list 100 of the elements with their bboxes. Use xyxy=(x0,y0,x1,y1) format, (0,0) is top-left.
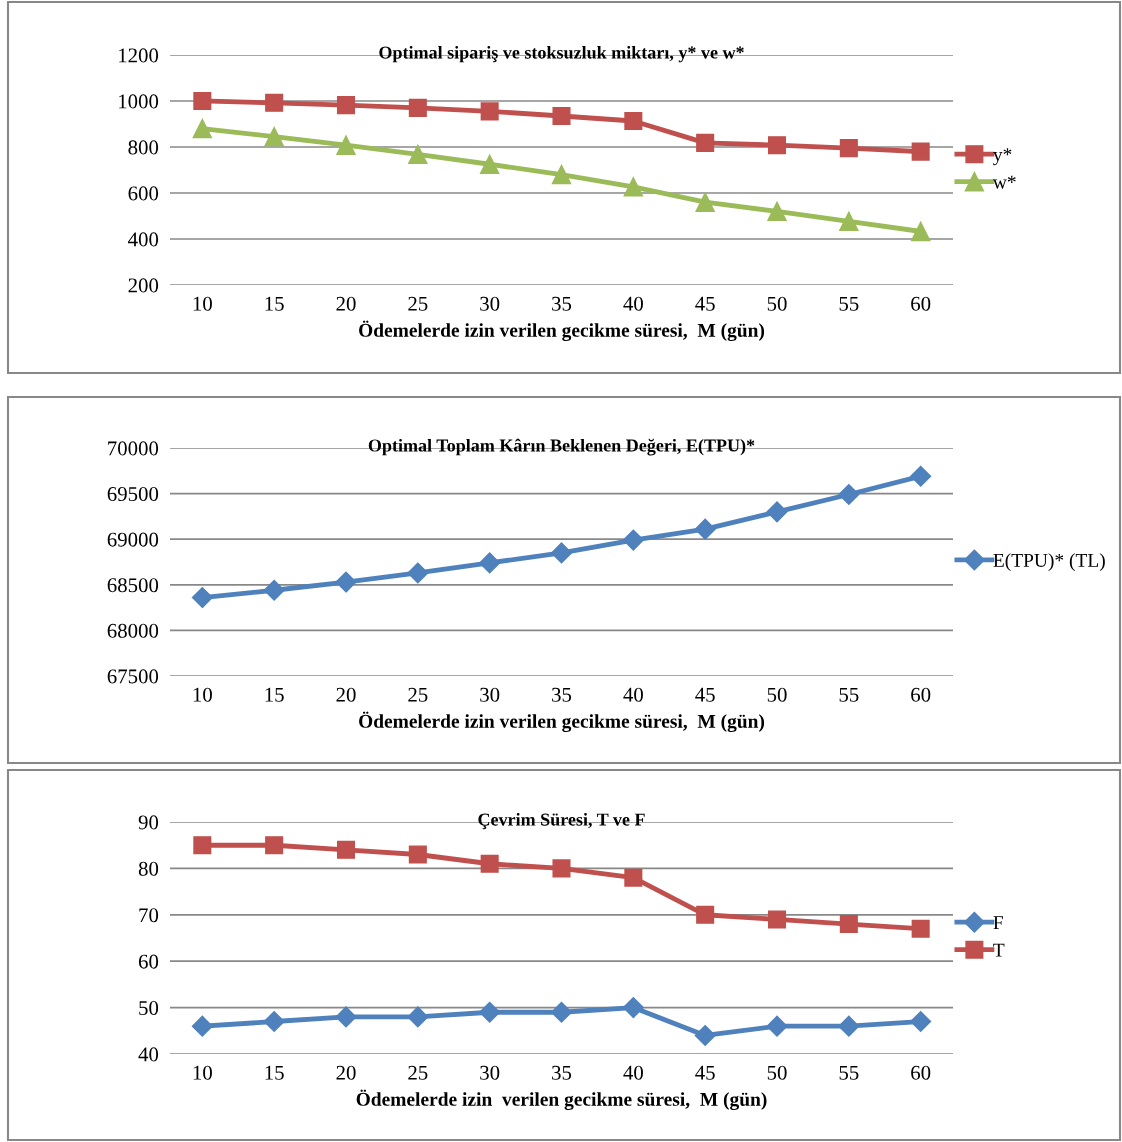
y-tick-label: 68500 xyxy=(107,578,159,593)
point xyxy=(479,552,501,574)
point xyxy=(193,91,212,111)
point xyxy=(336,96,356,115)
x-tick-label: 60 xyxy=(911,687,931,702)
point xyxy=(335,1006,357,1028)
point xyxy=(407,562,429,584)
x-tick-label: 20 xyxy=(336,296,356,311)
point xyxy=(622,997,644,1019)
x-tick-label: 55 xyxy=(839,1065,859,1080)
point xyxy=(263,1011,285,1033)
y-tick-label: 70000 xyxy=(108,441,159,456)
point xyxy=(336,135,356,155)
x-tick-label: 30 xyxy=(480,687,500,702)
point xyxy=(838,1015,860,1037)
y-tick-label: 1000 xyxy=(119,94,159,109)
y-tick-label: 68000 xyxy=(107,623,159,638)
x-tick-label: 15 xyxy=(265,687,284,702)
x-tick-label: 50 xyxy=(767,687,787,702)
x-tick-label: 55 xyxy=(839,296,859,311)
x-tick-label: 25 xyxy=(408,687,428,702)
point xyxy=(191,1015,213,1037)
point xyxy=(911,919,930,938)
x-tick-label: 60 xyxy=(911,1065,931,1080)
point xyxy=(911,142,930,161)
point xyxy=(479,1001,501,1023)
point xyxy=(335,571,357,593)
x-tick-label: 20 xyxy=(336,1065,356,1080)
x-tick-label: 45 xyxy=(695,1065,715,1080)
chart-title: Optimal Toplam Kârın Beklenen Değeri, E(TPU)* xyxy=(368,438,755,456)
legend-label: T xyxy=(993,943,1005,957)
legend-label: F xyxy=(993,916,1003,929)
point xyxy=(696,905,715,924)
y-tick-label: 69000 xyxy=(107,532,159,547)
x-tick-label: 25 xyxy=(408,296,428,311)
point xyxy=(550,1001,573,1023)
point xyxy=(623,177,644,197)
point xyxy=(624,111,643,131)
x-tick-label: 10 xyxy=(193,687,212,702)
chart-title: Optimal sipariş ve stoksuzluk miktarı, y* ve w* xyxy=(379,45,744,63)
point xyxy=(910,1011,932,1033)
point xyxy=(407,1006,429,1028)
point xyxy=(839,139,858,158)
point xyxy=(191,587,213,609)
x-tick-label: 45 xyxy=(695,687,715,702)
point xyxy=(696,133,715,152)
x-tick-label: 50 xyxy=(767,296,787,311)
point xyxy=(263,579,285,601)
point xyxy=(622,529,644,551)
y-tick-label: 69500 xyxy=(107,486,159,502)
point xyxy=(408,845,427,864)
point xyxy=(839,211,859,232)
point xyxy=(767,201,787,222)
x-tick-label: 35 xyxy=(552,1065,572,1080)
y-tick-label: 1200 xyxy=(119,48,159,63)
x-axis-title: Ödemelerde izin verilen gecikme süresi, M (gün) xyxy=(359,711,765,732)
y-tick-label: 50 xyxy=(139,1000,159,1016)
point xyxy=(695,192,715,212)
point xyxy=(265,93,284,112)
point xyxy=(552,859,571,878)
x-tick-label: 45 xyxy=(695,296,715,311)
y-tick-label: 90 xyxy=(138,815,159,830)
chart-title: Çevrim Süresi, T ve F xyxy=(478,812,645,830)
y-tick-label: 67500 xyxy=(107,669,159,684)
point xyxy=(479,154,500,174)
point xyxy=(408,144,428,165)
legend-label: w* xyxy=(992,175,1016,189)
y-tick-label: 400 xyxy=(128,232,159,247)
point xyxy=(767,136,787,155)
x-tick-label: 40 xyxy=(623,296,643,311)
legend-label: E(TPU)* (TL) xyxy=(993,553,1105,571)
x-axis-title: Ödemelerde izin verilen gecikme süresi, M (gün) xyxy=(356,1089,767,1110)
point xyxy=(838,483,860,506)
x-tick-label: 15 xyxy=(265,296,284,311)
y-tick-label: 600 xyxy=(128,186,159,201)
x-tick-label: 40 xyxy=(623,687,643,702)
point xyxy=(694,1024,716,1046)
x-tick-label: 15 xyxy=(265,1065,284,1080)
point xyxy=(694,518,716,540)
point xyxy=(552,106,571,125)
point xyxy=(550,542,573,564)
x-tick-label: 30 xyxy=(480,1065,500,1080)
x-tick-label: 20 xyxy=(336,687,356,702)
y-tick-label: 40 xyxy=(138,1047,159,1062)
y-tick-label: 80 xyxy=(138,861,159,876)
x-tick-label: 35 xyxy=(552,296,572,311)
point xyxy=(766,501,788,523)
point xyxy=(408,98,427,117)
point xyxy=(839,915,858,934)
y-tick-label: 200 xyxy=(128,278,159,293)
y-tick-label: 60 xyxy=(138,954,159,969)
legend-label: y* xyxy=(993,148,1012,166)
x-tick-label: 40 xyxy=(623,1065,643,1080)
x-tick-label: 25 xyxy=(408,1065,428,1080)
point xyxy=(480,854,499,873)
x-tick-label: 30 xyxy=(480,296,500,311)
point xyxy=(192,118,213,139)
point xyxy=(766,1015,788,1037)
x-axis-title: Ödemelerde izin verilen gecikme süresi, M (gün) xyxy=(359,320,765,341)
point xyxy=(551,164,572,185)
